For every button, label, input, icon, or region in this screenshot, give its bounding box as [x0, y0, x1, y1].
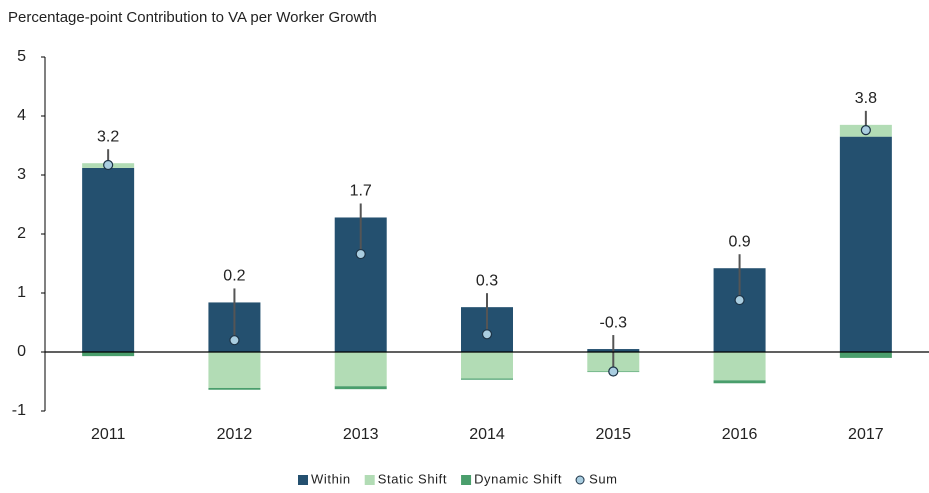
bar-segment: [713, 352, 766, 381]
x-tick-label: 2017: [848, 426, 884, 443]
y-tick-label: 1: [17, 284, 26, 301]
legend-label: Within: [311, 471, 351, 486]
legend-label: Sum: [589, 471, 618, 486]
data-label: -0.3: [599, 314, 627, 331]
legend-label: Dynamic Shift: [474, 471, 562, 486]
sum-marker: [608, 366, 619, 377]
chart-title: Percentage-point Contribution to VA per …: [8, 9, 377, 26]
x-tick-label: 2013: [343, 426, 379, 443]
sum-marker: [355, 248, 366, 260]
y-tick-label: 2: [17, 225, 26, 242]
bar-segment: [208, 387, 261, 390]
data-label: 3.2: [97, 128, 119, 145]
sum-marker: [734, 294, 745, 306]
x-tick-label: 2015: [595, 426, 631, 443]
sum-marker: [229, 335, 240, 346]
legend-marker: [575, 475, 585, 485]
bar-segment: [839, 136, 892, 352]
x-tick-label: 2012: [217, 426, 253, 443]
y-tick-label: 4: [17, 107, 26, 124]
data-label: 0.3: [476, 272, 498, 289]
data-label: 1.7: [350, 183, 372, 200]
bar-segment: [461, 378, 513, 380]
bar-segment: [461, 352, 513, 379]
sum-marker: [860, 125, 871, 136]
y-tick-label: 5: [17, 48, 26, 65]
legend-label: Static Shift: [378, 471, 447, 486]
bar-segment: [713, 380, 766, 384]
legend-swatch: [461, 475, 472, 485]
y-tick-label: 3: [17, 166, 26, 183]
x-tick-label: 2011: [91, 426, 126, 443]
sum-marker: [481, 329, 493, 340]
legend-swatch: [364, 475, 375, 485]
bar-segment: [334, 386, 387, 390]
legend: Within Static Shift Dynamic Shift Sum: [298, 471, 618, 486]
data-label: 0.2: [223, 268, 245, 285]
bar-segment: [82, 352, 135, 357]
x-tick-label: 2016: [722, 426, 758, 443]
data-label: 3.8: [855, 90, 877, 107]
sum-marker: [103, 159, 114, 171]
bar-segment: [334, 352, 387, 387]
legend-swatch: [298, 475, 308, 485]
data-label: 0.9: [728, 233, 750, 250]
y-tick-label: -1: [12, 402, 26, 419]
bar-segment: [839, 352, 892, 358]
bar-segment: [208, 352, 261, 388]
x-tick-label: 2014: [469, 426, 505, 443]
y-tick-label: 0: [17, 343, 26, 360]
bar-segment: [82, 167, 135, 352]
